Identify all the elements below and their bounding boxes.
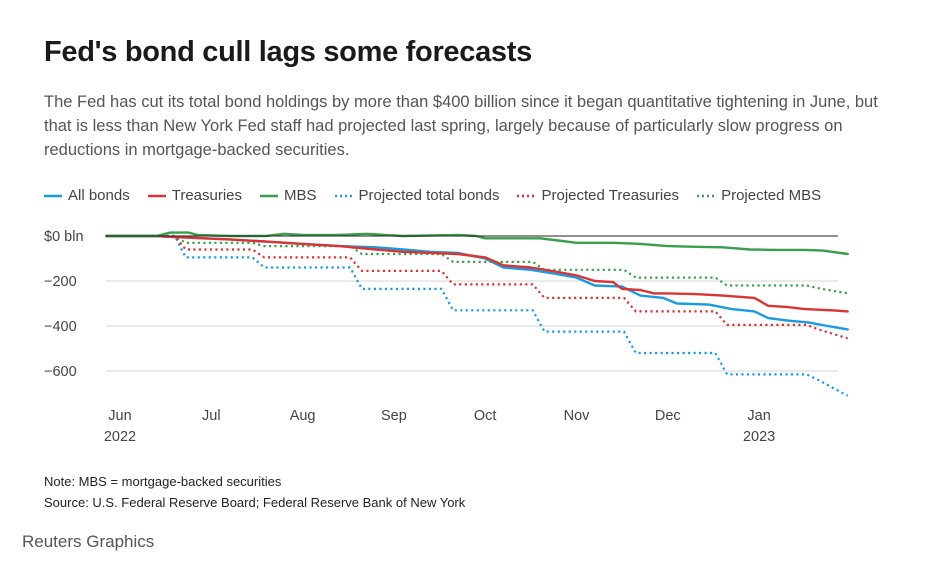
- y-axis-labels: $0 bln −200 −400 −600: [44, 229, 84, 380]
- legend-label: Projected Treasuries: [541, 187, 680, 204]
- legend-swatch: [260, 194, 279, 197]
- legend-swatch: [517, 194, 536, 197]
- legend-swatch: [334, 194, 353, 197]
- legend-item: Projected total bonds: [334, 187, 500, 204]
- chart-title: Fed's bond cull lags some forecasts: [44, 36, 532, 68]
- legend-label: Projected total bonds: [358, 187, 500, 204]
- y-tick-label: −200: [44, 274, 77, 290]
- y-tick-label: −400: [44, 319, 77, 335]
- x-tick-label: Aug: [290, 408, 316, 424]
- y-gridlines: [106, 280, 838, 372]
- legend-label: MBS: [284, 187, 317, 204]
- legend-label: Treasuries: [171, 187, 243, 204]
- x-tick-year-label: 2023: [743, 429, 775, 445]
- chart-source: Source: U.S. Federal Reserve Board; Fede…: [44, 495, 466, 510]
- x-tick-label: Sep: [381, 408, 407, 424]
- line-chart: $0 bln −200 −400 −600 Jun 2022 Jul Aug Sep Oct No…: [44, 229, 849, 445]
- legend-item: Treasuries: [147, 187, 243, 204]
- legend-item: All bonds: [44, 187, 130, 204]
- series-line-treasuries: [105, 234, 849, 313]
- series-line-projected-treasuries: [106, 234, 849, 340]
- legend-item: Projected Treasuries: [517, 187, 679, 204]
- x-tick-year-label: 2022: [104, 429, 136, 445]
- x-tick-label: Dec: [655, 408, 681, 424]
- legend-item: MBS: [260, 187, 317, 204]
- series-line-projected-total-bonds: [106, 234, 849, 397]
- x-tick-label: Jul: [202, 408, 221, 424]
- legend-swatch: [44, 194, 62, 197]
- x-tick-label: Jan: [747, 408, 770, 424]
- x-tick-label: Oct: [474, 408, 497, 424]
- legend-label: Projected MBS: [721, 187, 822, 204]
- x-tick-label: Jun: [108, 408, 131, 424]
- x-axis-labels: Jun 2022 Jul Aug Sep Oct Nov Dec Jan 2023: [104, 408, 775, 445]
- chart-legend: All bonds Treasuries MBS Projected total bo…: [44, 187, 839, 204]
- legend-item: Projected MBS: [697, 187, 821, 204]
- legend-label: All bonds: [68, 187, 130, 204]
- chart-subtitle: The Fed has cut its total bond holdings …: [44, 93, 878, 159]
- chart-note: Note: MBS = mortgage-backed securities: [44, 474, 282, 489]
- y-tick-label: $0 bln: [44, 229, 84, 245]
- legend-swatch: [697, 194, 716, 197]
- y-tick-label: −600: [44, 364, 77, 380]
- x-tick-label: Nov: [564, 408, 591, 424]
- brand-credit: Reuters Graphics: [22, 532, 155, 551]
- legend-swatch: [147, 194, 166, 197]
